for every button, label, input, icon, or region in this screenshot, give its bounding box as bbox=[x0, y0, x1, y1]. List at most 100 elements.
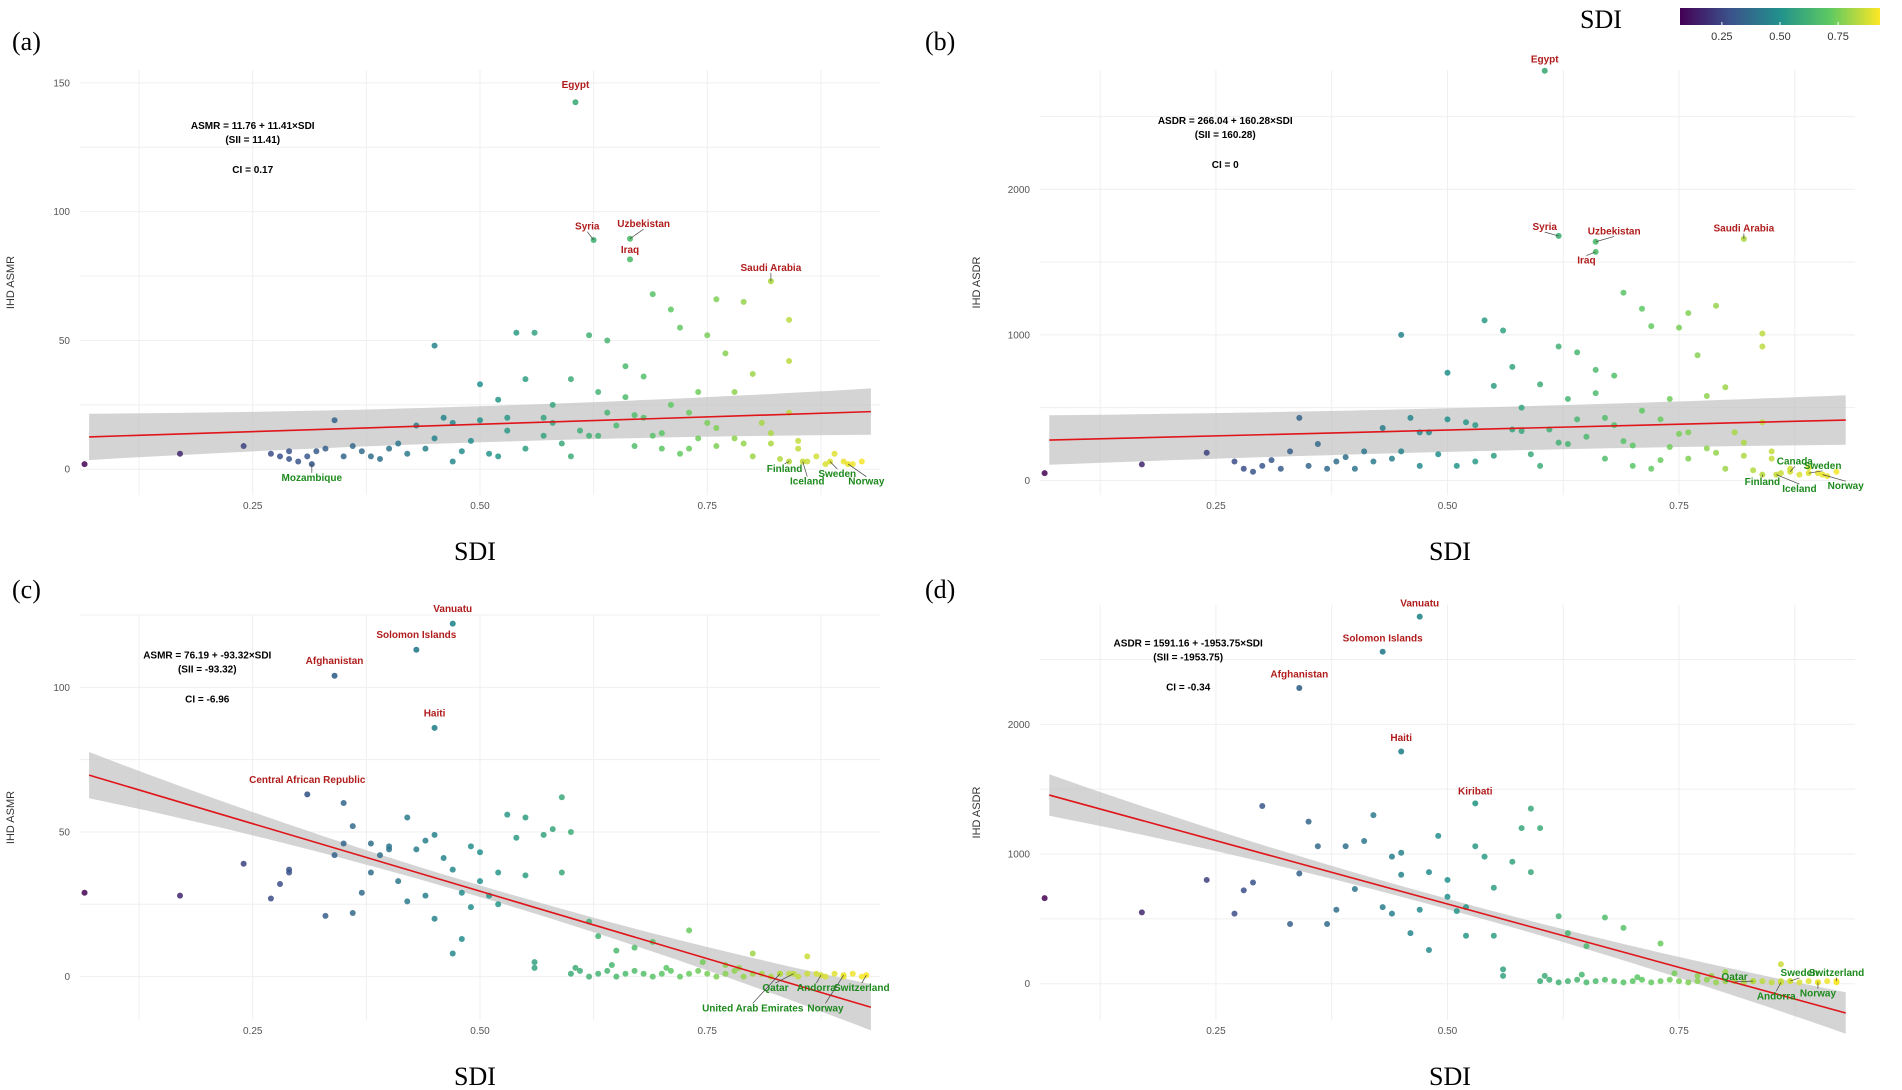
country-point bbox=[267, 895, 274, 902]
country-point bbox=[240, 860, 247, 867]
country-point bbox=[404, 898, 411, 905]
country-label: Mozambique bbox=[282, 473, 343, 484]
country-point bbox=[477, 417, 483, 424]
country-point bbox=[1287, 921, 1294, 928]
y-axis-title: IHD ASMR bbox=[5, 256, 17, 309]
country-label: Vanuatu bbox=[1400, 598, 1439, 609]
country-point bbox=[1370, 458, 1377, 465]
country-point bbox=[640, 970, 647, 977]
country-point bbox=[440, 414, 447, 421]
country-label: Sweden bbox=[818, 469, 856, 480]
country-point bbox=[1722, 969, 1729, 976]
country-point bbox=[1500, 972, 1507, 979]
country-label: Canada bbox=[1777, 456, 1814, 467]
country-point bbox=[422, 892, 429, 899]
country-point bbox=[1305, 818, 1312, 825]
country-point bbox=[722, 350, 729, 357]
country-point bbox=[177, 892, 183, 899]
country-point bbox=[1490, 932, 1497, 939]
y-tick-label: 0 bbox=[64, 465, 70, 476]
country-point bbox=[1703, 976, 1710, 983]
country-point bbox=[522, 814, 529, 821]
country-point bbox=[713, 296, 720, 303]
country-point bbox=[849, 970, 856, 977]
country-point bbox=[358, 889, 365, 896]
x-tick-label: 0.50 bbox=[1438, 501, 1458, 512]
country-point bbox=[522, 445, 529, 452]
label-leader-line bbox=[861, 974, 867, 984]
country-point bbox=[1638, 976, 1645, 983]
country-point bbox=[1518, 427, 1525, 434]
country-point bbox=[608, 962, 615, 969]
country-point bbox=[1509, 858, 1516, 865]
country-point bbox=[1574, 976, 1581, 983]
regression-equation-line: ASMR = 11.76 + 11.41×SDI bbox=[191, 121, 315, 132]
country-point bbox=[686, 445, 693, 452]
country-point bbox=[1694, 972, 1701, 979]
country-point bbox=[1463, 419, 1470, 426]
country-point bbox=[495, 396, 502, 403]
x-axis-title: SDI bbox=[454, 1062, 496, 1090]
country-point bbox=[1435, 832, 1442, 839]
country-point bbox=[1676, 978, 1683, 985]
y-axis-title: IHD ASDR bbox=[971, 256, 983, 308]
y-tick-label: 0 bbox=[1024, 476, 1030, 487]
country-point bbox=[1398, 871, 1405, 878]
label-leader-line bbox=[1775, 982, 1782, 992]
country-point bbox=[1388, 910, 1395, 917]
country-point bbox=[640, 373, 647, 380]
country-point bbox=[1555, 979, 1562, 986]
country-label: Finland bbox=[1745, 477, 1781, 488]
country-point bbox=[813, 453, 820, 460]
country-point bbox=[1231, 910, 1238, 917]
country-point bbox=[1611, 372, 1618, 379]
country-point bbox=[467, 437, 474, 444]
country-point bbox=[340, 800, 347, 807]
country-point bbox=[622, 363, 629, 370]
country-point bbox=[304, 453, 311, 460]
country-point bbox=[477, 878, 483, 885]
country-point bbox=[822, 461, 829, 468]
country-point bbox=[1240, 465, 1247, 472]
country-point bbox=[1041, 470, 1048, 477]
country-point bbox=[1824, 978, 1831, 985]
country-point bbox=[663, 964, 670, 971]
country-point bbox=[1379, 425, 1386, 432]
country-point bbox=[731, 435, 738, 442]
country-point bbox=[1713, 302, 1720, 309]
country-point bbox=[1259, 462, 1266, 469]
country-point bbox=[1490, 452, 1497, 459]
country-point bbox=[1759, 343, 1766, 350]
country-point bbox=[1666, 395, 1673, 402]
labeled-country-point bbox=[413, 646, 420, 653]
country-point bbox=[1694, 352, 1701, 359]
country-point bbox=[495, 453, 502, 460]
country-point bbox=[1564, 930, 1571, 937]
country-label: Central African Republic bbox=[249, 775, 366, 786]
country-point bbox=[458, 889, 465, 896]
country-point bbox=[1277, 465, 1284, 472]
country-point bbox=[699, 959, 706, 966]
country-point bbox=[577, 967, 583, 974]
label-leader-line bbox=[816, 974, 822, 984]
country-point bbox=[1555, 439, 1562, 446]
country-point bbox=[667, 306, 674, 313]
country-point bbox=[540, 432, 547, 439]
country-point bbox=[531, 964, 538, 971]
country-point bbox=[1444, 893, 1451, 900]
country-point bbox=[81, 461, 88, 468]
scatter-points bbox=[81, 99, 865, 468]
country-point bbox=[1592, 978, 1599, 985]
country-point bbox=[1296, 870, 1303, 877]
country-point bbox=[1546, 976, 1553, 983]
regression-equation-line: ASDR = 266.04 + 160.28×SDI bbox=[1158, 116, 1293, 127]
country-point bbox=[1685, 310, 1692, 317]
country-point bbox=[1481, 853, 1488, 860]
country-point bbox=[1537, 825, 1544, 832]
country-point bbox=[1203, 449, 1210, 456]
country-point bbox=[1379, 904, 1386, 911]
country-point bbox=[1231, 458, 1238, 465]
country-point bbox=[477, 849, 483, 856]
regression-equation-line: CI = -0.34 bbox=[1166, 683, 1211, 694]
country-point bbox=[567, 453, 574, 460]
